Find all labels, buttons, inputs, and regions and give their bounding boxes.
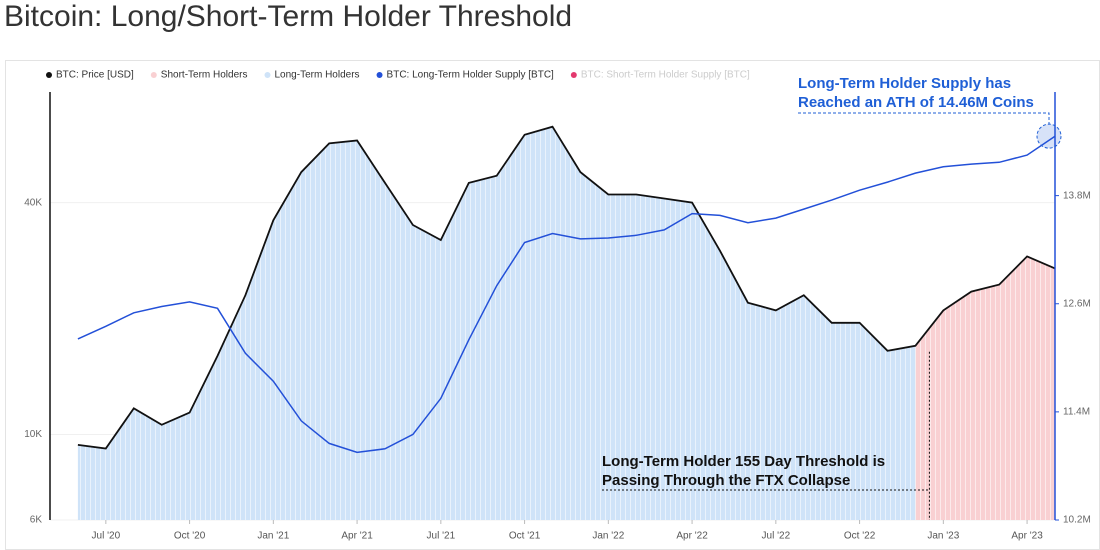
y2-tick-label: 10.2M — [1063, 515, 1091, 526]
x-tick-label: Jul '22 — [762, 531, 791, 542]
annotation: Reached an ATH of 14.46M Coins — [798, 94, 1034, 111]
x-tick-label: Jul '20 — [92, 531, 121, 542]
legend-label: Long-Term Holders — [275, 70, 360, 81]
annotation: Long-Term Holder 155 Day Threshold is — [602, 453, 885, 470]
legend-marker — [46, 72, 52, 78]
x-tick-label: Jan '23 — [927, 531, 959, 542]
x-tick-label: Apr '23 — [1011, 531, 1043, 542]
y-tick-label: 40K — [24, 197, 42, 208]
legend-marker — [570, 72, 577, 78]
annotation: Long-Term Holder Supply has — [798, 75, 1011, 92]
legend-label: BTC: Long-Term Holder Supply [BTC] — [387, 70, 555, 81]
legend-marker — [264, 72, 271, 78]
x-tick-label: Apr '22 — [676, 531, 708, 542]
y-tick-label: 10K — [24, 429, 42, 440]
legend-label: BTC: Short-Term Holder Supply [BTC] — [581, 70, 750, 81]
ath-highlight — [1036, 123, 1062, 149]
chart-title: Bitcoin: Long/Short-Term Holder Threshol… — [4, 0, 572, 33]
x-tick-label: Jan '22 — [592, 531, 624, 542]
x-tick-label: Jul '21 — [427, 531, 456, 542]
x-tick-label: Oct '22 — [844, 531, 876, 542]
y2-tick-label: 12.6M — [1063, 298, 1091, 309]
y-tick-label: 6K — [30, 515, 43, 526]
y2-tick-label: 13.8M — [1063, 190, 1091, 201]
x-tick-label: Oct '21 — [509, 531, 541, 542]
legend-marker — [376, 72, 383, 78]
line — [77, 125, 1056, 450]
annotation-leader — [798, 112, 1050, 125]
legend-label: Short-Term Holders — [161, 70, 248, 81]
legend-label: BTC: Price [USD] — [56, 70, 134, 81]
line — [77, 135, 1056, 454]
x-tick-label: Jan '21 — [257, 531, 289, 542]
area-stripes — [915, 256, 1055, 520]
x-tick-label: Oct '20 — [174, 531, 206, 542]
area-stripes — [77, 126, 916, 520]
y2-tick-label: 11.4M — [1063, 407, 1090, 418]
legend-marker — [150, 72, 157, 78]
x-tick-label: Apr '21 — [341, 531, 373, 542]
annotation: Passing Through the FTX Collapse — [602, 472, 850, 489]
